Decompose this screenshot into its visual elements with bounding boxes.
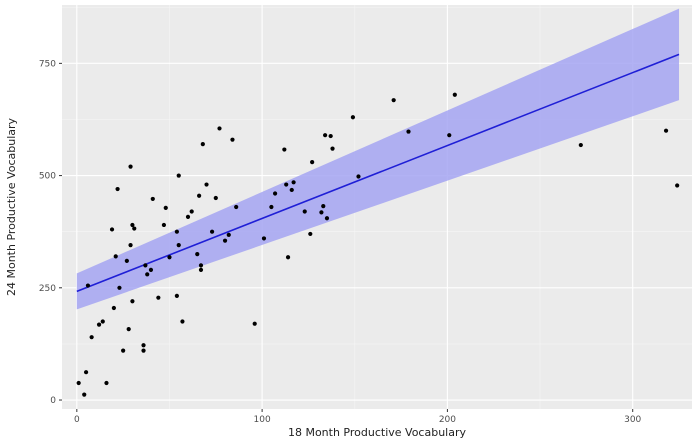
data-point xyxy=(132,226,137,231)
data-point xyxy=(148,267,154,272)
data-point xyxy=(130,222,135,228)
data-point xyxy=(330,146,335,151)
data-point xyxy=(447,133,452,138)
data-point xyxy=(282,147,287,152)
data-point xyxy=(176,243,181,248)
data-points xyxy=(76,92,680,397)
data-point xyxy=(321,204,326,209)
data-point xyxy=(197,193,202,198)
data-point xyxy=(217,126,222,131)
data-point xyxy=(85,283,91,288)
data-point xyxy=(213,195,218,201)
data-point xyxy=(82,392,87,397)
data-point xyxy=(195,252,200,257)
data-point xyxy=(163,205,168,210)
y-tick-label: 750 xyxy=(39,59,56,69)
data-point xyxy=(310,160,315,165)
data-point xyxy=(189,209,194,214)
data-point xyxy=(323,133,328,138)
data-point xyxy=(174,293,179,298)
data-point xyxy=(198,263,204,268)
x-tick-label: 0 xyxy=(74,415,80,425)
data-point xyxy=(76,380,81,386)
data-point xyxy=(176,173,181,178)
data-point xyxy=(121,348,126,353)
data-point xyxy=(141,348,146,353)
data-point xyxy=(180,319,185,324)
data-point xyxy=(663,128,669,133)
data-point xyxy=(174,229,179,234)
data-point xyxy=(200,142,205,147)
y-tick-label: 0 xyxy=(50,396,56,406)
data-point xyxy=(356,174,361,179)
data-point xyxy=(128,243,133,248)
data-point xyxy=(156,295,161,300)
data-point xyxy=(143,263,148,268)
x-tick-label: 300 xyxy=(624,415,641,425)
data-point xyxy=(261,236,267,241)
y-tick-label: 500 xyxy=(39,172,56,182)
data-point xyxy=(100,319,105,324)
regression-line xyxy=(76,53,680,293)
y-tick-label: 250 xyxy=(39,284,56,294)
data-point xyxy=(124,258,129,263)
data-point xyxy=(284,182,289,187)
data-point xyxy=(391,98,396,103)
data-point xyxy=(198,267,204,272)
data-point xyxy=(145,272,150,277)
data-point xyxy=(104,380,109,386)
data-point xyxy=(291,180,296,185)
data-point xyxy=(117,285,122,290)
data-point xyxy=(96,322,102,327)
data-point xyxy=(141,343,146,348)
data-point xyxy=(115,186,120,192)
x-tick-label: 100 xyxy=(254,415,271,425)
data-point xyxy=(130,299,135,304)
y-axis-title: 24 Month Productive Vocabulary xyxy=(5,117,18,296)
data-point xyxy=(272,191,278,196)
data-point xyxy=(209,229,215,234)
data-point xyxy=(328,133,333,139)
data-point xyxy=(204,182,209,187)
data-point xyxy=(350,115,356,120)
data-point xyxy=(269,204,274,210)
data-point xyxy=(111,305,116,311)
data-point xyxy=(222,238,228,243)
data-point xyxy=(83,370,89,375)
data-point xyxy=(234,204,239,210)
data-point xyxy=(167,255,172,260)
y-axis-ticks: 0 250 500 750 xyxy=(39,59,62,406)
data-point xyxy=(230,137,235,142)
data-point xyxy=(161,222,167,228)
data-point xyxy=(324,216,330,221)
data-point xyxy=(675,183,680,188)
data-point xyxy=(113,254,118,259)
data-point xyxy=(109,227,115,232)
data-point xyxy=(406,129,411,134)
x-axis-title: 18 Month Productive Vocabulary xyxy=(288,426,467,439)
data-point xyxy=(185,214,191,219)
data-point xyxy=(578,142,583,148)
data-point xyxy=(285,255,291,260)
data-point xyxy=(289,187,294,193)
data-point xyxy=(226,232,231,237)
data-point xyxy=(150,196,155,202)
data-point xyxy=(89,335,94,340)
data-point xyxy=(308,231,313,237)
data-point xyxy=(452,92,457,97)
x-axis-ticks: 0 100 200 300 xyxy=(74,409,642,425)
data-point xyxy=(319,210,324,215)
x-tick-label: 200 xyxy=(439,415,456,425)
data-point xyxy=(128,164,133,169)
data-point xyxy=(302,209,307,214)
data-point xyxy=(126,326,131,332)
data-point xyxy=(252,321,257,326)
